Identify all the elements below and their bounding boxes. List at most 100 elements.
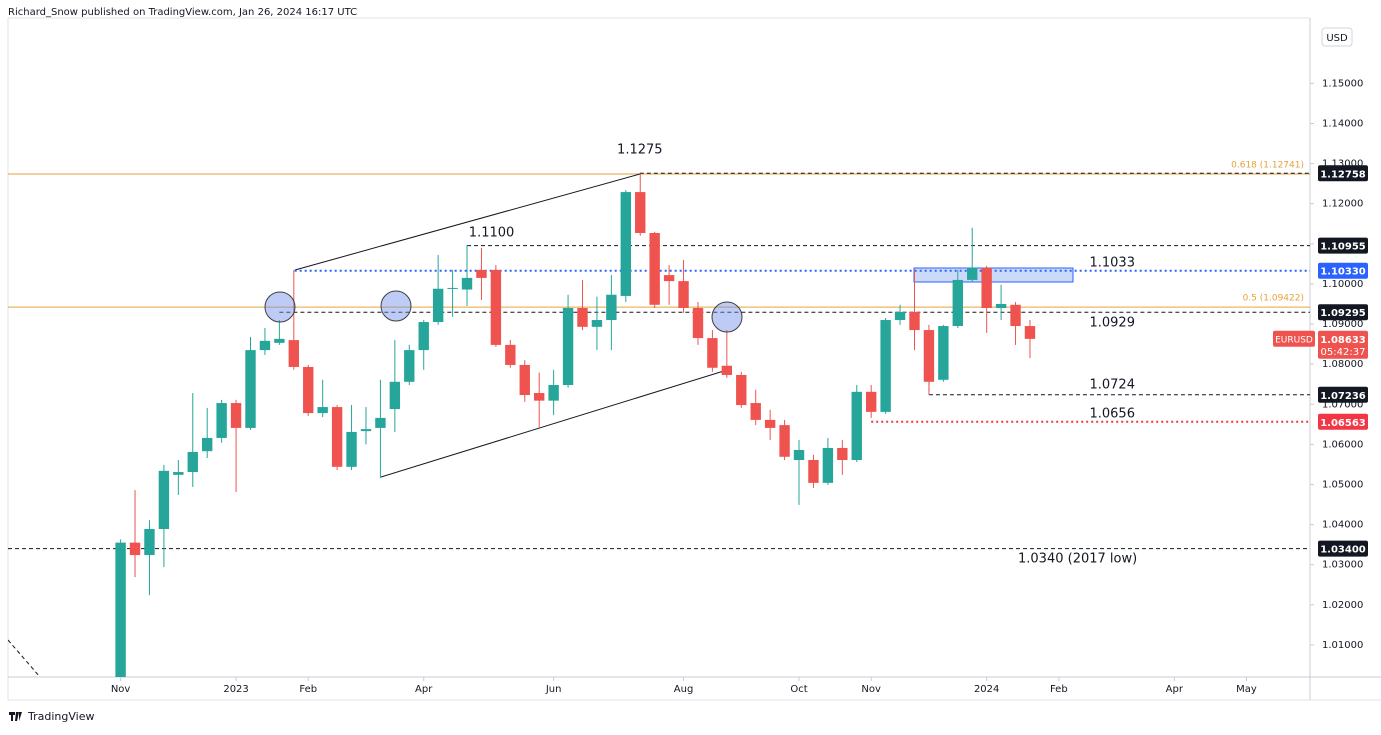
candle-body <box>750 403 761 420</box>
y-tick-label: 1.02000 <box>1322 600 1363 611</box>
candle-body <box>606 294 617 321</box>
x-tick-label: Feb <box>299 684 317 695</box>
candle-body <box>894 312 906 321</box>
candle-body <box>476 269 487 278</box>
candle-body <box>331 407 343 467</box>
candle-body <box>432 288 444 323</box>
annotation: 1.0656 <box>1089 406 1135 421</box>
level-axis-box <box>1318 540 1368 557</box>
y-tick-label: 1.08000 <box>1322 359 1363 370</box>
y-tick-label: 1.06000 <box>1322 439 1363 450</box>
level-axis-box <box>1318 386 1368 403</box>
fib-levels: 0.618 (1.12741) 0.5 (1.09422) <box>8 160 1310 308</box>
footer: TradingView <box>27 710 94 723</box>
candle-body <box>389 381 401 410</box>
candle-body <box>447 287 458 289</box>
header: Richard_Snow published on TradingView.co… <box>8 7 357 18</box>
candle-body <box>837 447 848 461</box>
y-tick-label: 1.14000 <box>1322 118 1363 129</box>
x-tick-label: Nov <box>861 684 881 695</box>
y-tick-label: 1.10000 <box>1322 279 1363 290</box>
price-levels <box>8 172 1310 550</box>
trend-line <box>294 173 641 271</box>
annotation: 1.0340 (2017 low) <box>1018 552 1137 567</box>
candle-body <box>187 451 198 473</box>
symbol-label: EURUSD <box>1275 335 1313 345</box>
candle-body <box>923 330 935 382</box>
level-axis-label: 1.10330 <box>1320 267 1366 278</box>
candle-body <box>793 449 805 461</box>
candle-body <box>620 192 631 296</box>
candle-body <box>216 403 227 438</box>
candle-body <box>461 277 473 290</box>
candle-body <box>967 267 978 280</box>
candle-body <box>317 407 328 414</box>
annotation: 1.1100 <box>469 225 515 240</box>
candle-body <box>230 403 242 428</box>
logo-icon <box>9 712 22 721</box>
trend-line <box>380 369 728 478</box>
highlight-circle <box>380 290 412 322</box>
candle-body <box>577 307 588 327</box>
x-tick-label: Oct <box>790 684 807 695</box>
price-axis-labels: 1.12758 1.10955 1.10330 1.09295 1.07236 1.065… <box>1273 165 1368 557</box>
candle-body <box>779 425 790 457</box>
last-price-box <box>1318 330 1368 359</box>
circles <box>264 290 743 333</box>
candle-body <box>995 303 1007 308</box>
candle-body <box>591 320 603 327</box>
candle-body <box>635 192 646 233</box>
annotation: 1.0929 <box>1089 315 1135 330</box>
x-tick-label: 2023 <box>223 684 248 695</box>
candle-body <box>678 281 689 308</box>
candle-body <box>851 391 862 461</box>
candle-body <box>173 472 184 475</box>
candle-body <box>822 447 834 483</box>
y-tick-label: 1.13000 <box>1322 159 1363 170</box>
y-tick-label: 1.15000 <box>1322 78 1363 89</box>
candle-body <box>808 460 819 483</box>
x-tick-label: Nov <box>111 684 131 695</box>
candle-body <box>288 340 300 367</box>
candle-body <box>274 338 285 343</box>
annotation: 1.1275 <box>617 142 663 157</box>
candle-body <box>952 279 963 327</box>
candle-body <box>1010 304 1021 327</box>
annotation: 1.0724 <box>1089 378 1135 393</box>
y-tick-label: 1.12000 <box>1322 199 1363 210</box>
candle-body <box>115 542 126 677</box>
candle-body <box>375 417 386 428</box>
y-tick-label: 1.03000 <box>1322 560 1363 571</box>
candle-body <box>981 267 992 308</box>
symbol-box <box>1273 330 1315 347</box>
footer-logo: TradingView <box>9 710 94 723</box>
y-tick-label: 1.05000 <box>1322 479 1363 490</box>
candle-body <box>707 338 718 368</box>
candle-body <box>1024 326 1036 339</box>
candle-body <box>938 326 949 380</box>
candle-body <box>404 350 415 382</box>
candle-body <box>245 350 256 428</box>
candle-body <box>562 307 574 386</box>
candle-body <box>129 542 141 556</box>
currency-box[interactable] <box>1321 27 1353 47</box>
axes: 1.01000 1.02000 1.03000 1.04000 1.05000 1.060… <box>111 78 1364 695</box>
x-tick-label: Apr <box>1166 684 1184 695</box>
candle-body <box>548 385 559 401</box>
candle-body <box>865 391 877 412</box>
candle-body <box>880 320 891 412</box>
candle-body <box>909 312 920 331</box>
countdown: 05:42:37 <box>1321 347 1366 358</box>
y-tick-label: 1.01000 <box>1322 640 1363 651</box>
candle-body <box>259 340 271 351</box>
candle-body <box>346 431 357 467</box>
candle-body <box>533 393 545 401</box>
x-tick-label: Apr <box>415 684 433 695</box>
candle-body <box>736 374 747 406</box>
currency: USD <box>1326 33 1348 44</box>
level-axis-label: 1.03400 <box>1320 545 1366 556</box>
candle-body <box>721 365 733 375</box>
candle-body <box>360 429 372 432</box>
trend-line <box>8 639 41 677</box>
